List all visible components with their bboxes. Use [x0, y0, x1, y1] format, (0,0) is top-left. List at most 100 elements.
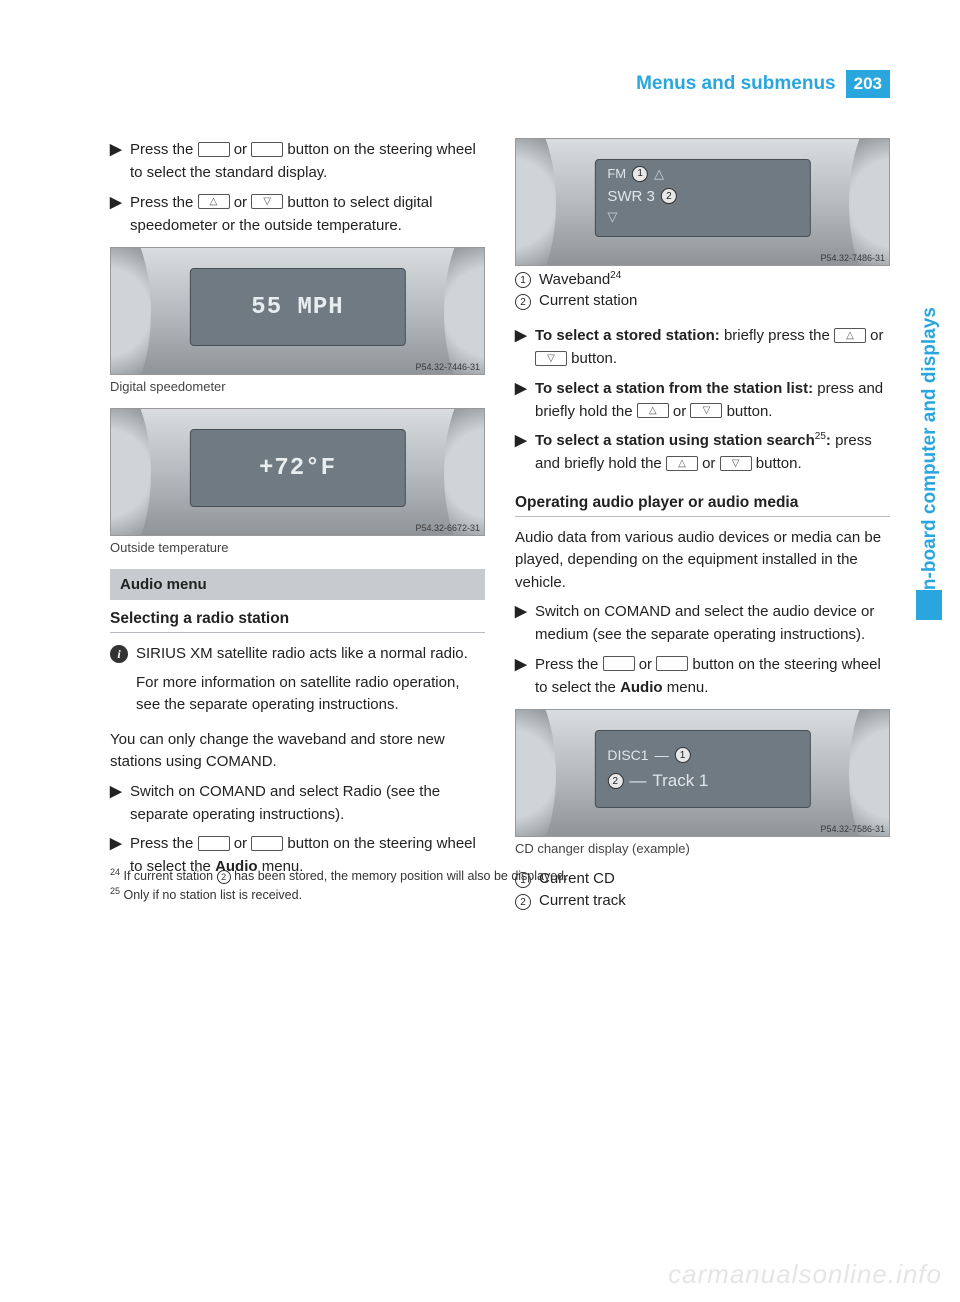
legend-item: 2 Current station — [515, 292, 890, 310]
screen-value: 55 MPH — [251, 294, 343, 321]
footnote-num: 25 — [110, 886, 120, 896]
figure-radio: FM 1 △ SWR 3 2 ▽ P54.32-7486-31 — [515, 138, 890, 266]
figure-speedometer: 55 MPH P54.32-7446-31 — [110, 247, 485, 375]
step-text: menu. — [667, 679, 709, 696]
footnote-text: Only if no station list is received. — [124, 888, 303, 902]
down-button-icon — [251, 194, 283, 209]
footnote-text: has been stored, the memory position wil… — [234, 869, 568, 883]
legend-text: Current station — [539, 292, 637, 309]
figure-caption: Digital speedometer — [110, 379, 485, 394]
step-item: ▶ Press the or button to select digital … — [110, 191, 485, 238]
screen-line: Track 1 — [652, 771, 708, 791]
step-text: or — [673, 403, 691, 420]
step-marker-icon: ▶ — [110, 780, 124, 827]
left-button-icon — [198, 836, 230, 851]
step-item: ▶ To select a station using station sear… — [515, 429, 890, 476]
page-header: Menus and submenus 203 On-board computer… — [110, 70, 890, 110]
step-text: or — [234, 835, 252, 852]
step-marker-icon: ▶ — [110, 138, 124, 185]
step-item: ▶ Press the or button on the steering wh… — [515, 653, 890, 700]
step-item: ▶ Switch on COMAND and select the audio … — [515, 600, 890, 647]
step-text: or — [702, 455, 720, 472]
callout-1-icon: 1 — [632, 166, 648, 182]
paragraph: You can only change the waveband and sto… — [110, 729, 485, 774]
callout-2-icon: 2 — [217, 870, 231, 884]
step-marker-icon: ▶ — [515, 653, 529, 700]
footnote-ref: 25 — [815, 431, 826, 442]
up-button-icon — [637, 403, 669, 418]
subheading: Selecting a radio station — [110, 610, 485, 633]
screen-line: FM — [607, 166, 626, 181]
step-item: ▶ To select a station from the station l… — [515, 377, 890, 424]
step-text: or — [234, 141, 252, 158]
info-text: For more information on satellite radio … — [136, 672, 485, 717]
step-text: Press the — [130, 141, 198, 158]
bold-text: To select a station using station search — [535, 432, 815, 449]
legend-text: Waveband — [539, 271, 610, 288]
info-note: i SIRIUS XM satellite radio acts like a … — [110, 643, 485, 723]
step-marker-icon: ▶ — [110, 191, 124, 238]
callout-1-icon: 1 — [515, 272, 531, 288]
bold-text: : — [826, 432, 831, 449]
header-title: Menus and submenus — [636, 70, 846, 98]
callout-1-icon: 1 — [675, 747, 691, 763]
step-text: or — [639, 656, 657, 673]
left-column: ▶ Press the or button on the steering wh… — [110, 138, 485, 914]
right-button-icon — [251, 836, 283, 851]
paragraph: Audio data from various audio devices or… — [515, 527, 890, 595]
footnote-text: If current station — [124, 869, 217, 883]
footnotes: 24 If current station 2 has been stored,… — [110, 867, 850, 904]
screen-value: +72°F — [259, 455, 336, 482]
bold-text: Audio — [620, 679, 663, 696]
section-heading-audio: Audio menu — [110, 569, 485, 600]
step-marker-icon: ▶ — [515, 377, 529, 424]
side-tab-box — [916, 590, 942, 620]
step-text: or — [234, 194, 252, 211]
image-id: P54.32-6672-31 — [415, 523, 480, 533]
up-button-icon — [834, 328, 866, 343]
bold-text: To select a station from the station lis… — [535, 380, 813, 397]
image-id: P54.32-7486-31 — [820, 253, 885, 263]
watermark: carmanualsonline.info — [668, 1259, 942, 1290]
step-marker-icon: ▶ — [515, 324, 529, 371]
screen-line: SWR 3 — [607, 188, 655, 205]
step-item: ▶ Press the or button on the steering wh… — [110, 138, 485, 185]
down-button-icon — [690, 403, 722, 418]
step-marker-icon: ▶ — [515, 429, 529, 476]
step-text: Switch on COMAND and select the audio de… — [535, 600, 890, 647]
left-button-icon — [603, 656, 635, 671]
info-icon: i — [110, 645, 128, 663]
image-id: P54.32-7446-31 — [415, 362, 480, 372]
step-text: button. — [756, 455, 802, 472]
step-text: briefly press the — [724, 327, 834, 344]
legend-item: 1 Waveband24 — [515, 270, 890, 288]
screen-line: DISC1 — [607, 747, 648, 763]
figure-temperature: +72°F P54.32-6672-31 — [110, 408, 485, 536]
step-text: button. — [571, 350, 617, 367]
figure-caption: Outside temperature — [110, 540, 485, 555]
step-text: or — [870, 327, 883, 344]
right-column: FM 1 △ SWR 3 2 ▽ P54.32-7486-31 1 Waveba… — [515, 138, 890, 914]
up-button-icon — [666, 456, 698, 471]
up-button-icon — [198, 194, 230, 209]
callout-2-icon: 2 — [661, 188, 677, 204]
step-text: Press the — [130, 194, 198, 211]
subheading: Operating audio player or audio media — [515, 494, 890, 517]
figure-cd: DISC1—1 2—Track 1 P54.32-7586-31 — [515, 709, 890, 837]
footnote-num: 24 — [110, 867, 120, 877]
step-text: Press the — [130, 835, 198, 852]
left-button-icon — [198, 142, 230, 157]
side-tab: On-board computer and displays — [904, 300, 960, 700]
figure-caption: CD changer display (example) — [515, 841, 890, 856]
down-button-icon — [720, 456, 752, 471]
step-item: ▶ Switch on COMAND and select Radio (see… — [110, 780, 485, 827]
image-id: P54.32-7586-31 — [820, 824, 885, 834]
step-text: Switch on COMAND and select Radio (see t… — [130, 780, 485, 827]
callout-2-icon: 2 — [515, 294, 531, 310]
footnote-ref: 24 — [610, 270, 621, 281]
step-marker-icon: ▶ — [515, 600, 529, 647]
right-button-icon — [656, 656, 688, 671]
step-text: button. — [727, 403, 773, 420]
bold-text: To select a stored station: — [535, 327, 720, 344]
page-number: 203 — [846, 70, 890, 98]
